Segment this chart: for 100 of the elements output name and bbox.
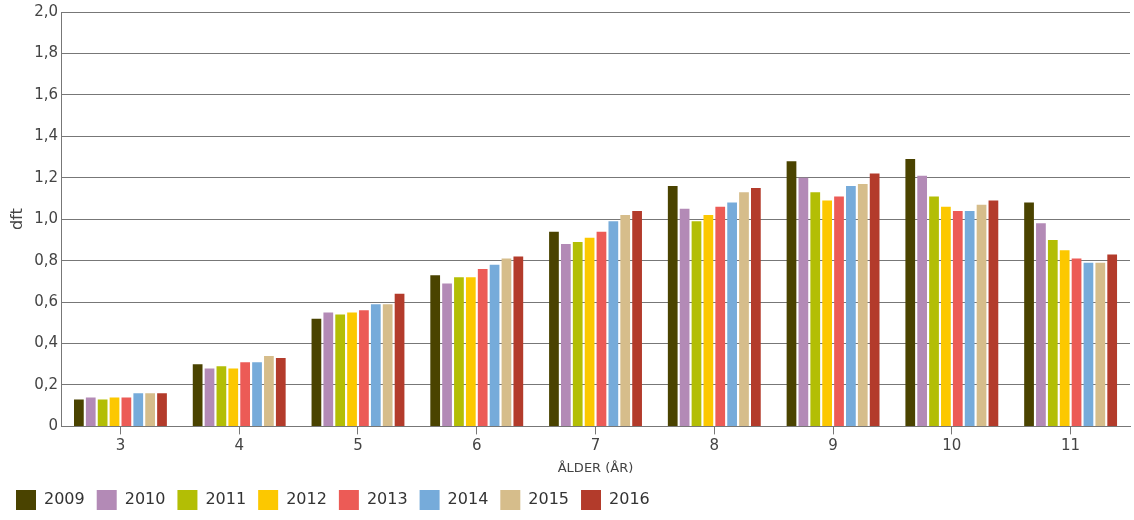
bar (145, 393, 155, 426)
bar (1083, 262, 1094, 426)
bar (929, 196, 939, 426)
legend-label: 2009 (44, 489, 85, 509)
bar (489, 264, 500, 426)
y-tick-label: 0,8 (34, 250, 59, 269)
y-tick-label: 0,2 (34, 374, 59, 393)
x-tick-label: 9 (828, 436, 838, 455)
bar (335, 314, 346, 426)
bar (85, 397, 96, 426)
bar (1047, 239, 1058, 426)
bar (798, 177, 809, 426)
bar (846, 186, 856, 426)
bar (739, 192, 749, 426)
bar (513, 256, 524, 426)
bar (1107, 254, 1118, 426)
bar (240, 362, 251, 426)
x-axis-title: ÅLDER (ÅR) (557, 459, 634, 475)
bar (549, 231, 559, 426)
y-tick-label: 1,0 (34, 209, 59, 228)
bar (620, 215, 631, 426)
bar (751, 188, 761, 426)
x-tick-label: 3 (115, 436, 126, 455)
bar (323, 312, 334, 426)
y-axis-title: dft (6, 208, 26, 231)
bar (917, 175, 928, 426)
bar (1024, 202, 1034, 426)
bar (584, 237, 595, 426)
legend-label: 2015 (528, 489, 570, 509)
legend-label: 2011 (205, 489, 247, 509)
bar (727, 202, 737, 426)
bar (370, 304, 381, 426)
legend-label: 2016 (609, 489, 650, 509)
bar (952, 210, 963, 426)
bar (834, 196, 844, 426)
bar (97, 399, 108, 426)
bar (109, 397, 120, 426)
bar (632, 210, 642, 426)
x-tick-label: 6 (471, 436, 482, 455)
bar (501, 258, 512, 426)
x-tick-label: 7 (590, 436, 601, 455)
y-tick-label: 0,4 (34, 333, 59, 352)
bar (133, 393, 144, 426)
y-tick-label: 0 (48, 416, 59, 435)
bar (157, 393, 167, 426)
bar (608, 221, 619, 426)
bar (941, 206, 951, 426)
bar (691, 221, 702, 426)
bar (822, 200, 832, 426)
bar (1036, 223, 1046, 426)
x-tick-label: 8 (709, 436, 720, 455)
bar (252, 362, 262, 426)
y-tick-label: 0,6 (34, 291, 59, 310)
bar (1095, 262, 1106, 426)
x-tick-label: 4 (234, 436, 244, 455)
bar (572, 241, 583, 426)
y-tick-label: 1,2 (34, 167, 59, 186)
bar (382, 304, 393, 426)
bar (275, 358, 286, 426)
y-tick-label: 2,0 (34, 1, 59, 20)
bar (679, 208, 690, 426)
y-tick-label: 1,6 (34, 84, 59, 103)
bar (216, 366, 227, 426)
legend-label: 2013 (366, 489, 408, 509)
bar (347, 312, 357, 426)
legend-label: 2010 (124, 489, 166, 509)
bar (359, 310, 369, 426)
bar (121, 397, 132, 426)
bar (430, 275, 441, 426)
bar (988, 200, 999, 426)
bar (204, 368, 215, 426)
legend-label: 2014 (447, 489, 489, 509)
bar (1071, 258, 1082, 426)
bar (703, 215, 714, 426)
y-tick-label: 1,4 (34, 126, 59, 145)
bar (74, 399, 84, 426)
bar (715, 206, 726, 426)
bar (394, 293, 405, 426)
bar (596, 231, 607, 426)
bar (869, 173, 880, 426)
legend-label: 2012 (286, 489, 327, 509)
bar (228, 368, 239, 426)
bar (857, 183, 868, 426)
bar (442, 283, 452, 426)
bar (477, 268, 488, 426)
bar (964, 210, 975, 426)
bar (192, 364, 203, 426)
x-tick-label: 11 (1061, 436, 1081, 455)
x-tick-label: 5 (353, 436, 363, 455)
bar (454, 277, 464, 426)
bar (465, 277, 476, 426)
y-tick-label: 1,8 (34, 43, 59, 62)
bar (905, 159, 916, 426)
x-tick-label: 10 (942, 436, 962, 455)
bar (667, 186, 678, 426)
bar (560, 244, 571, 426)
bar (786, 161, 797, 426)
bar (976, 204, 987, 426)
bar (264, 355, 274, 426)
bar (311, 318, 322, 426)
